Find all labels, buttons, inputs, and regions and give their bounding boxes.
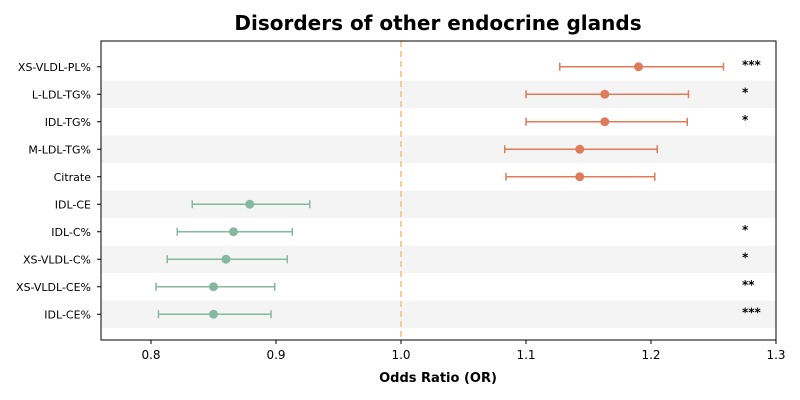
estimate-row xyxy=(191,199,311,209)
y-tick-label: IDL-CE xyxy=(55,198,91,211)
point-estimate xyxy=(634,62,643,72)
significance-label: * xyxy=(742,250,749,264)
y-tick-label: XS-VLDL-PL% xyxy=(18,61,91,74)
estimate-row xyxy=(176,227,293,237)
estimate-row xyxy=(505,172,656,182)
y-tick-label: L-LDL-TG% xyxy=(32,88,91,101)
point-estimate xyxy=(229,227,238,237)
significance-label: ** xyxy=(742,278,755,292)
point-estimate xyxy=(245,199,255,209)
x-tick-label: 1.3 xyxy=(766,348,785,362)
y-tick-label: Citrate xyxy=(54,171,92,184)
estimate-row xyxy=(155,282,276,292)
y-tick-label: M-LDL-TG% xyxy=(28,143,91,156)
data-marks: ************ xyxy=(155,58,762,319)
x-tick-label: 1.0 xyxy=(391,348,410,362)
significance-label: * xyxy=(742,223,749,237)
estimate-row xyxy=(157,309,272,319)
estimate-row xyxy=(559,62,725,72)
axes: XS-VLDL-PL% L-LDL-TG% IDL-TG% M-LDL-TG% Citr… xyxy=(16,40,786,362)
point-estimate xyxy=(209,309,218,319)
y-tick-label: XS-VLDL-C% xyxy=(23,253,91,266)
y-tick-label: IDL-TG% xyxy=(45,116,91,129)
x-tick-label: 1.1 xyxy=(516,348,535,362)
point-estimate xyxy=(600,117,610,127)
y-tick-label: IDL-C% xyxy=(51,226,91,239)
point-estimate xyxy=(209,282,218,292)
significance-label: * xyxy=(742,85,749,99)
row-band xyxy=(101,135,776,163)
point-estimate xyxy=(600,89,610,99)
estimate-row xyxy=(525,89,690,99)
estimate-row xyxy=(166,254,288,264)
significance-label: *** xyxy=(742,305,762,319)
point-estimate xyxy=(221,254,231,264)
point-estimate xyxy=(575,172,585,182)
x-tick-label: 1.2 xyxy=(641,348,660,362)
point-estimate xyxy=(575,144,585,154)
y-tick-label: IDL-CE% xyxy=(44,308,91,321)
estimate-row xyxy=(504,144,658,154)
significance-label: * xyxy=(742,113,749,127)
x-tick-label: 0.9 xyxy=(266,348,285,362)
plot-frame xyxy=(100,40,777,341)
estimate-row xyxy=(525,117,688,127)
chart-title: Disorders of other endocrine glands xyxy=(234,11,641,35)
significance-label: *** xyxy=(742,58,762,72)
x-tick-label: 0.8 xyxy=(141,348,160,362)
y-tick-label: XS-VLDL-CE% xyxy=(16,281,91,294)
x-axis-label: Odds Ratio (OR) xyxy=(379,371,497,386)
